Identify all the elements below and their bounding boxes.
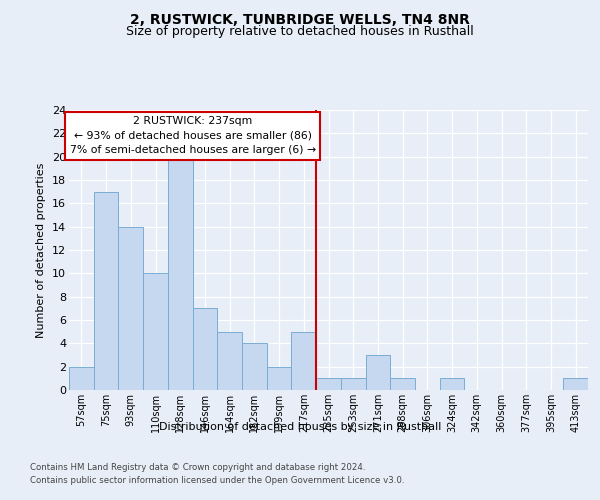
Bar — [168, 156, 193, 390]
Bar — [217, 332, 242, 390]
Text: 2 RUSTWICK: 237sqm
← 93% of detached houses are smaller (86)
7% of semi-detached: 2 RUSTWICK: 237sqm ← 93% of detached hou… — [70, 116, 316, 156]
Text: 2, RUSTWICK, TUNBRIDGE WELLS, TN4 8NR: 2, RUSTWICK, TUNBRIDGE WELLS, TN4 8NR — [130, 12, 470, 26]
Text: Contains HM Land Registry data © Crown copyright and database right 2024.: Contains HM Land Registry data © Crown c… — [30, 462, 365, 471]
Text: Distribution of detached houses by size in Rusthall: Distribution of detached houses by size … — [159, 422, 441, 432]
Bar — [193, 308, 217, 390]
Bar — [267, 366, 292, 390]
Bar — [365, 355, 390, 390]
Bar — [69, 366, 94, 390]
Bar — [440, 378, 464, 390]
Text: Contains public sector information licensed under the Open Government Licence v3: Contains public sector information licen… — [30, 476, 404, 485]
Bar — [242, 344, 267, 390]
Bar — [292, 332, 316, 390]
Bar — [563, 378, 588, 390]
Text: Size of property relative to detached houses in Rusthall: Size of property relative to detached ho… — [126, 25, 474, 38]
Bar — [118, 226, 143, 390]
Bar — [341, 378, 365, 390]
Bar — [143, 274, 168, 390]
Y-axis label: Number of detached properties: Number of detached properties — [37, 162, 46, 338]
Bar — [390, 378, 415, 390]
Bar — [316, 378, 341, 390]
Bar — [94, 192, 118, 390]
